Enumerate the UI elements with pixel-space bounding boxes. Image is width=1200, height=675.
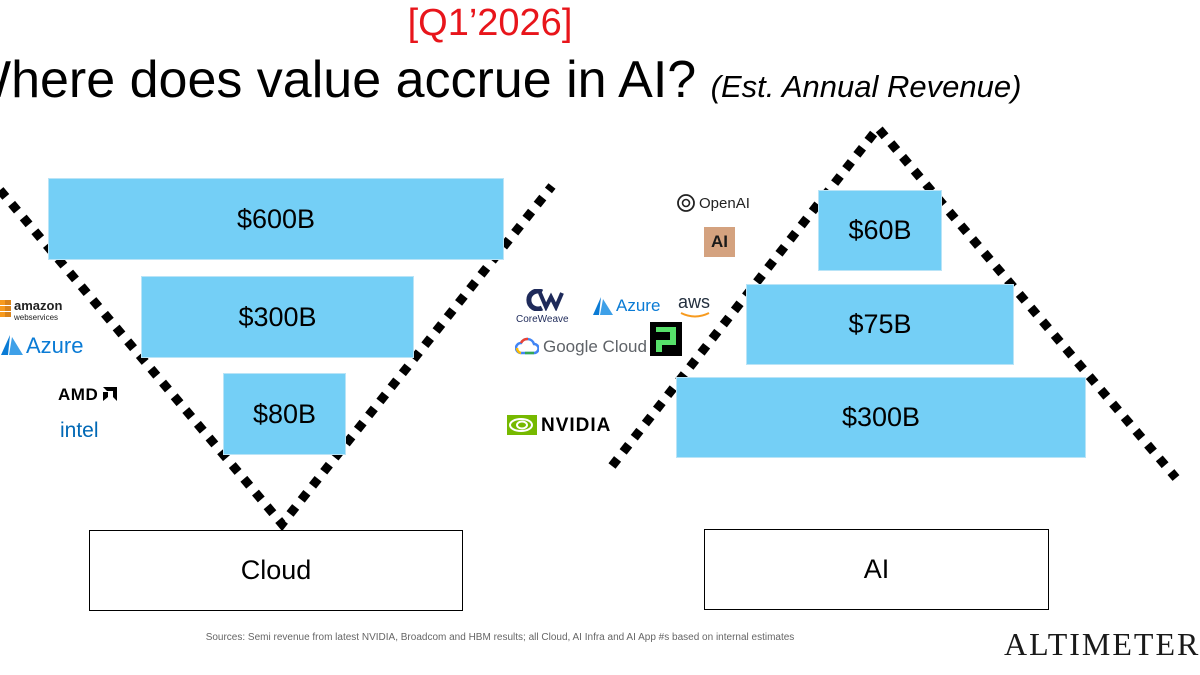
page-title: Where does value accrue in AI? (Est. Ann…: [0, 50, 1021, 110]
azure-logo-text: Azure: [26, 333, 84, 358]
amd-logo-text: AMD: [58, 385, 99, 404]
amd-logo: AMD: [58, 385, 117, 405]
altimeter-brand-logo: ALTIMETER: [1004, 626, 1200, 662]
title-subtitle: (Est. Annual Revenue): [710, 69, 1022, 104]
ai-bar-75b-label: $75B: [848, 309, 912, 339]
openai-icon: [677, 194, 695, 212]
intel-logo: intel: [60, 419, 99, 443]
cloud-bar-300b-label: $300B: [238, 301, 317, 332]
azure-ai-logo-text: Azure: [616, 296, 661, 315]
openai-logo-text: OpenAI: [699, 195, 750, 212]
date-tag: [Q1’2026]: [407, 2, 573, 44]
coreweave-logo: CoreWeave: [516, 289, 572, 329]
ai-bar-60b-label: $60B: [848, 215, 912, 245]
cloud-bar-300b: $300B: [141, 276, 414, 358]
anthropic-logo-text: AI: [711, 232, 728, 251]
ai-bar-300b-label: $300B: [841, 402, 921, 432]
coreweave-icon: [526, 289, 564, 311]
ai-base-label: AI: [863, 554, 890, 584]
ai-bar-75b: $75B: [746, 284, 1014, 365]
pixel-block-icon: [656, 327, 676, 352]
ai-base-box: AI: [704, 529, 1049, 610]
aws-logo-text: aws: [678, 292, 711, 312]
nvidia-eye-icon: [507, 415, 537, 435]
sources-note: Sources: Semi revenue from latest NVIDIA…: [205, 632, 795, 643]
cloud-base-box: Cloud: [89, 530, 463, 611]
anthropic-logo: AI: [704, 227, 735, 257]
cloud-inverted-triangle-line: [0, 183, 556, 532]
intel-logo-text: intel: [60, 419, 99, 442]
title-text: Where does value accrue in AI?: [0, 51, 697, 109]
azure-icon: [1, 335, 23, 355]
google-cloud-logo-text: Google Cloud: [543, 337, 647, 356]
aws-logo: aws: [678, 292, 711, 318]
aws-cube-icon: [0, 300, 11, 317]
google-cloud-icon: [515, 337, 539, 355]
amazon-logo-text: amazon: [14, 298, 63, 313]
amazon-logo-subtext: webservices: [14, 313, 59, 322]
pixel-block-logo: [650, 322, 682, 356]
cloud-bar-80b: $80B: [223, 373, 346, 455]
nvidia-logo-text: NVIDIA: [541, 415, 612, 436]
cloud-bar-600b-label: $600B: [236, 203, 316, 234]
ai-bar-60b: $60B: [818, 190, 942, 271]
cloud-base-label: Cloud: [240, 555, 312, 585]
amd-arrow-icon: [102, 387, 117, 401]
ai-bar-300b: $300B: [676, 377, 1086, 458]
coreweave-logo-text: CoreWeave: [516, 314, 569, 325]
aws-smile-icon: [680, 312, 710, 318]
cloud-bar-600b: $600B: [48, 178, 504, 260]
cloud-bar-80b-label: $80B: [252, 398, 317, 429]
azure-icon: [593, 297, 613, 315]
